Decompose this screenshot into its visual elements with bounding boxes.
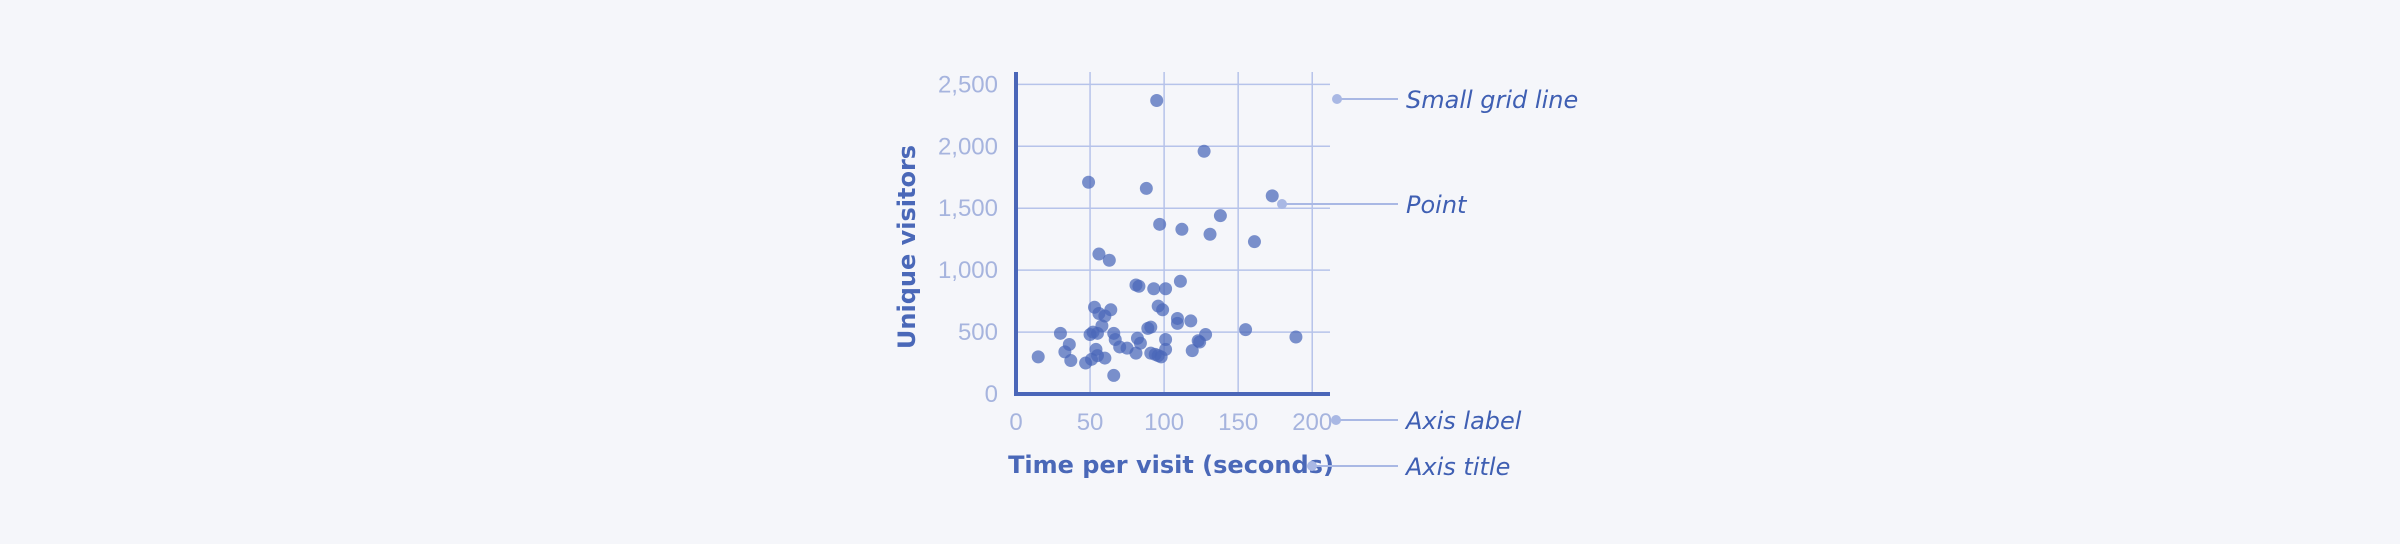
- x-tick-label: 150: [1218, 409, 1258, 436]
- data-point-51: [1129, 346, 1143, 360]
- data-point-59: [1064, 354, 1078, 368]
- data-point-7: [1175, 222, 1189, 236]
- data-point-48: [1185, 344, 1199, 358]
- data-point-56: [1154, 350, 1168, 364]
- data-point-9: [1247, 235, 1261, 249]
- y-tick-label: 500: [958, 319, 998, 346]
- data-point-38: [1159, 333, 1173, 347]
- data-point-36: [1289, 330, 1303, 344]
- x-axis-title: Time per visit (seconds): [1008, 451, 1334, 479]
- data-point-34: [1090, 326, 1104, 340]
- x-tick-label: 200: [1292, 409, 1332, 436]
- annotation-label: Axis title: [1404, 453, 1510, 481]
- data-point-19: [1156, 303, 1170, 317]
- x-tick-label: 0: [1009, 409, 1022, 436]
- annotation-axis-label: Axis label: [1331, 407, 1522, 435]
- leader-dot: [1277, 199, 1287, 209]
- y-tick-labels: 0 500 1,000 1,500 2,000 2,500: [938, 71, 998, 408]
- leader-dot: [1332, 94, 1342, 104]
- annotation-small-grid-line: Small grid line: [1332, 86, 1578, 114]
- annotation-axis-title: Axis title: [1307, 453, 1510, 481]
- data-point-29: [1239, 323, 1253, 337]
- data-point-3: [1139, 181, 1153, 195]
- y-tick-label: 0: [985, 381, 998, 408]
- annotation-label: Axis label: [1404, 407, 1522, 435]
- data-point-15: [1147, 282, 1161, 296]
- data-point-61: [1107, 368, 1121, 382]
- data-point-16: [1159, 282, 1173, 296]
- annotations: Small grid line Point Axis label Axis ti…: [1277, 86, 1578, 481]
- data-point-8: [1203, 227, 1217, 241]
- data-point-4: [1265, 189, 1279, 203]
- data-point-1: [1197, 144, 1211, 158]
- y-axis-title: Unique visitors: [893, 145, 921, 349]
- data-point-0: [1150, 93, 1164, 107]
- data-point-41: [1193, 335, 1207, 349]
- data-point-57: [1098, 351, 1112, 365]
- y-tick-label: 1,500: [938, 195, 998, 222]
- x-tick-label: 50: [1077, 409, 1104, 436]
- data-point-2: [1082, 175, 1096, 189]
- axes: [1014, 72, 1330, 396]
- data-point-5: [1213, 209, 1227, 223]
- data-point-14: [1132, 279, 1146, 293]
- annotation-point: Point: [1277, 191, 1468, 219]
- data-point-28: [1141, 321, 1155, 335]
- data-point-55: [1031, 350, 1045, 364]
- annotation-label: Small grid line: [1406, 86, 1578, 114]
- grid-lines: [1016, 72, 1330, 394]
- x-tick-label: 100: [1144, 409, 1184, 436]
- data-point-33: [1053, 326, 1067, 340]
- y-tick-label: 2,500: [938, 71, 998, 98]
- y-tick-label: 1,000: [938, 257, 998, 284]
- data-point-22: [1098, 309, 1112, 323]
- data-point-11: [1102, 253, 1116, 267]
- leader-dot: [1331, 415, 1341, 425]
- data-point-24: [1184, 314, 1198, 328]
- data-points: [1031, 93, 1303, 382]
- y-tick-label: 2,000: [938, 133, 998, 160]
- data-point-6: [1153, 217, 1167, 231]
- data-point-10: [1092, 247, 1106, 261]
- data-point-42: [1133, 336, 1147, 350]
- data-point-60: [1079, 356, 1093, 370]
- x-tick-labels: 0 50 100 150 200: [1009, 409, 1332, 436]
- leader-dot: [1307, 461, 1317, 471]
- annotation-label: Point: [1406, 191, 1468, 219]
- data-point-12: [1173, 274, 1187, 288]
- data-point-25: [1170, 316, 1184, 330]
